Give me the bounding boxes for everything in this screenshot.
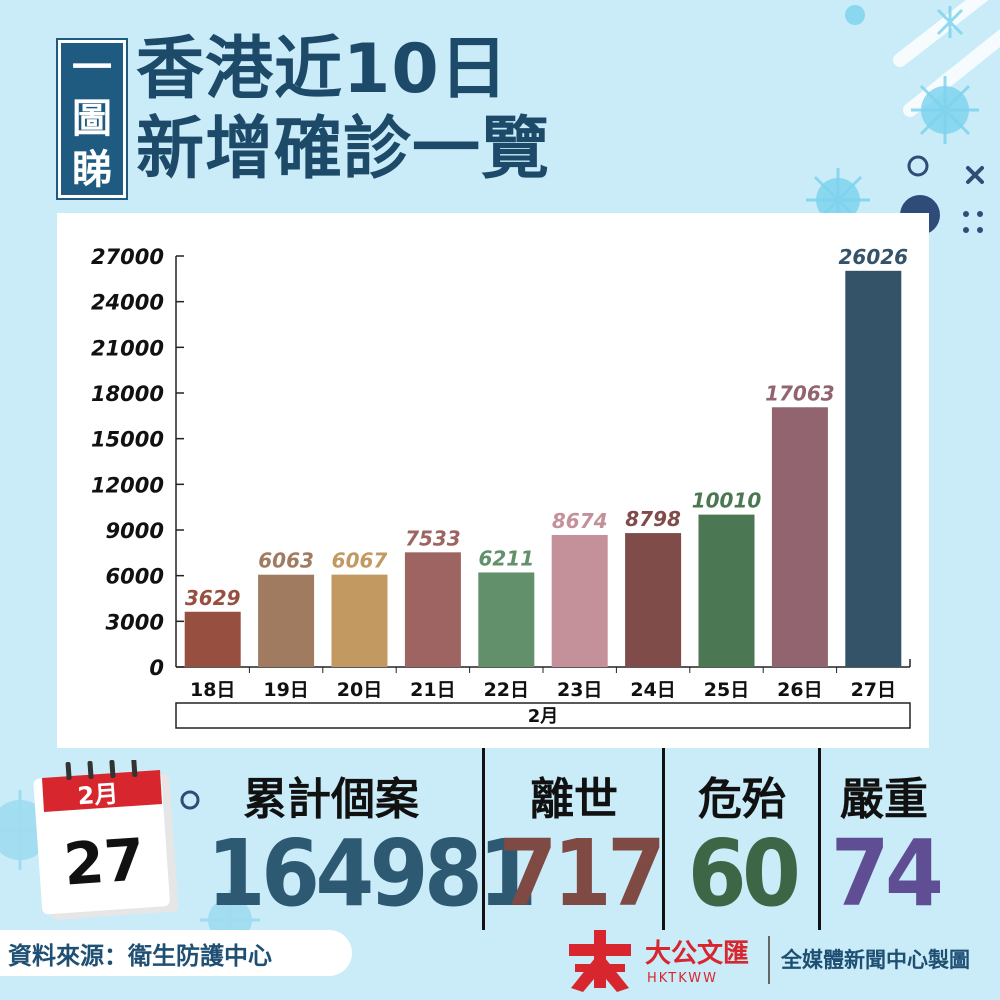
y-tick-label: 6000 — [106, 565, 164, 589]
bar-value-label: 3629 — [185, 586, 241, 610]
serious-value: 74 — [830, 820, 944, 927]
page-title: 香港近10日 新增確診一覽 — [136, 30, 550, 190]
bar-chart: 0 3000 6000 9000 12000 15000 18000 21000 24000 27… — [91, 245, 911, 729]
bar-value-label: 8798 — [625, 507, 681, 531]
calendar-month: 2月 — [77, 780, 120, 811]
y-tick-label: 27000 — [91, 245, 164, 269]
bar — [184, 611, 241, 667]
title-line-2: 新增確診一覽 — [136, 110, 551, 189]
bar-value-label: 8674 — [552, 509, 608, 533]
x-tick-label: 26日 — [777, 679, 822, 701]
deaths-value: 717 — [498, 820, 666, 927]
graphic-credit: 全媒體新聞中心製圖 — [781, 948, 970, 972]
bar-value-label: 17063 — [765, 381, 835, 405]
x-tick-label: 20日 — [337, 679, 382, 701]
bar-value-label: 6063 — [258, 549, 314, 573]
y-tick-label: 9000 — [106, 519, 164, 543]
badge-char-2: 圖 — [72, 95, 112, 142]
bar — [551, 534, 608, 667]
bar — [771, 407, 828, 667]
bar — [478, 572, 535, 667]
tkww-logo: 大公文匯 HKTKWW — [569, 930, 749, 992]
calendar-icon: 2月 27 — [33, 760, 179, 920]
title-line-1: 香港近10日 — [136, 30, 509, 109]
bar — [258, 574, 315, 667]
bar-value-label: 6067 — [332, 549, 388, 573]
month-group-box — [175, 702, 911, 729]
y-tick-label: 0 — [149, 656, 164, 680]
y-tick-label: 18000 — [91, 382, 164, 406]
x-tick-label: 18日 — [190, 679, 235, 701]
y-tick-label: 21000 — [91, 336, 164, 360]
bar-value-label: 7533 — [405, 526, 461, 550]
bar — [845, 270, 902, 667]
y-tick-label: 12000 — [91, 473, 164, 497]
calendar-day: 27 — [62, 825, 147, 898]
y-tick-label: 24000 — [91, 291, 164, 315]
stat-divider-2 — [662, 748, 665, 930]
footer-separator — [768, 936, 770, 984]
critical-label: 危殆 — [698, 774, 786, 825]
x-tick-label: 27日 — [851, 679, 896, 701]
stat-divider-3 — [818, 748, 821, 930]
cumulative-value: 164981 — [206, 820, 537, 927]
cumulative-label: 累計個案 — [243, 774, 419, 825]
x-tick-label: 23日 — [557, 679, 602, 701]
title-badge: 一 圖 睇 — [58, 40, 126, 198]
bar-value-label: 26026 — [839, 245, 909, 269]
bar-value-label: 10010 — [692, 489, 762, 513]
x-tick-label: 21日 — [410, 679, 455, 701]
y-tick-label: 3000 — [106, 610, 164, 634]
bar — [698, 514, 755, 667]
bar — [625, 533, 682, 667]
bar — [404, 552, 461, 667]
x-tick-label: 19日 — [263, 679, 308, 701]
bar — [331, 574, 388, 667]
deaths-label: 離世 — [530, 774, 618, 825]
logo-text: 大公文匯 — [645, 938, 749, 969]
critical-value: 60 — [687, 820, 801, 927]
source-note: 資料來源：衛生防護中心 — [0, 930, 352, 976]
x-tick-label: 22日 — [484, 679, 529, 701]
chart-panel: 0 3000 6000 9000 12000 15000 18000 21000 24000 27… — [57, 213, 929, 748]
bar-value-label: 6211 — [478, 546, 534, 570]
badge-char-3: 睇 — [72, 146, 112, 193]
x-tick-label: 25日 — [704, 679, 749, 701]
x-tick-label: 24日 — [630, 679, 675, 701]
serious-label: 嚴重 — [840, 774, 928, 825]
y-tick-label: 15000 — [91, 428, 164, 452]
badge-char-1: 一 — [72, 45, 112, 92]
logo-subtext: HKTKWW — [647, 971, 718, 986]
month-group-label: 2月 — [528, 706, 559, 727]
stat-divider-1 — [482, 748, 485, 930]
